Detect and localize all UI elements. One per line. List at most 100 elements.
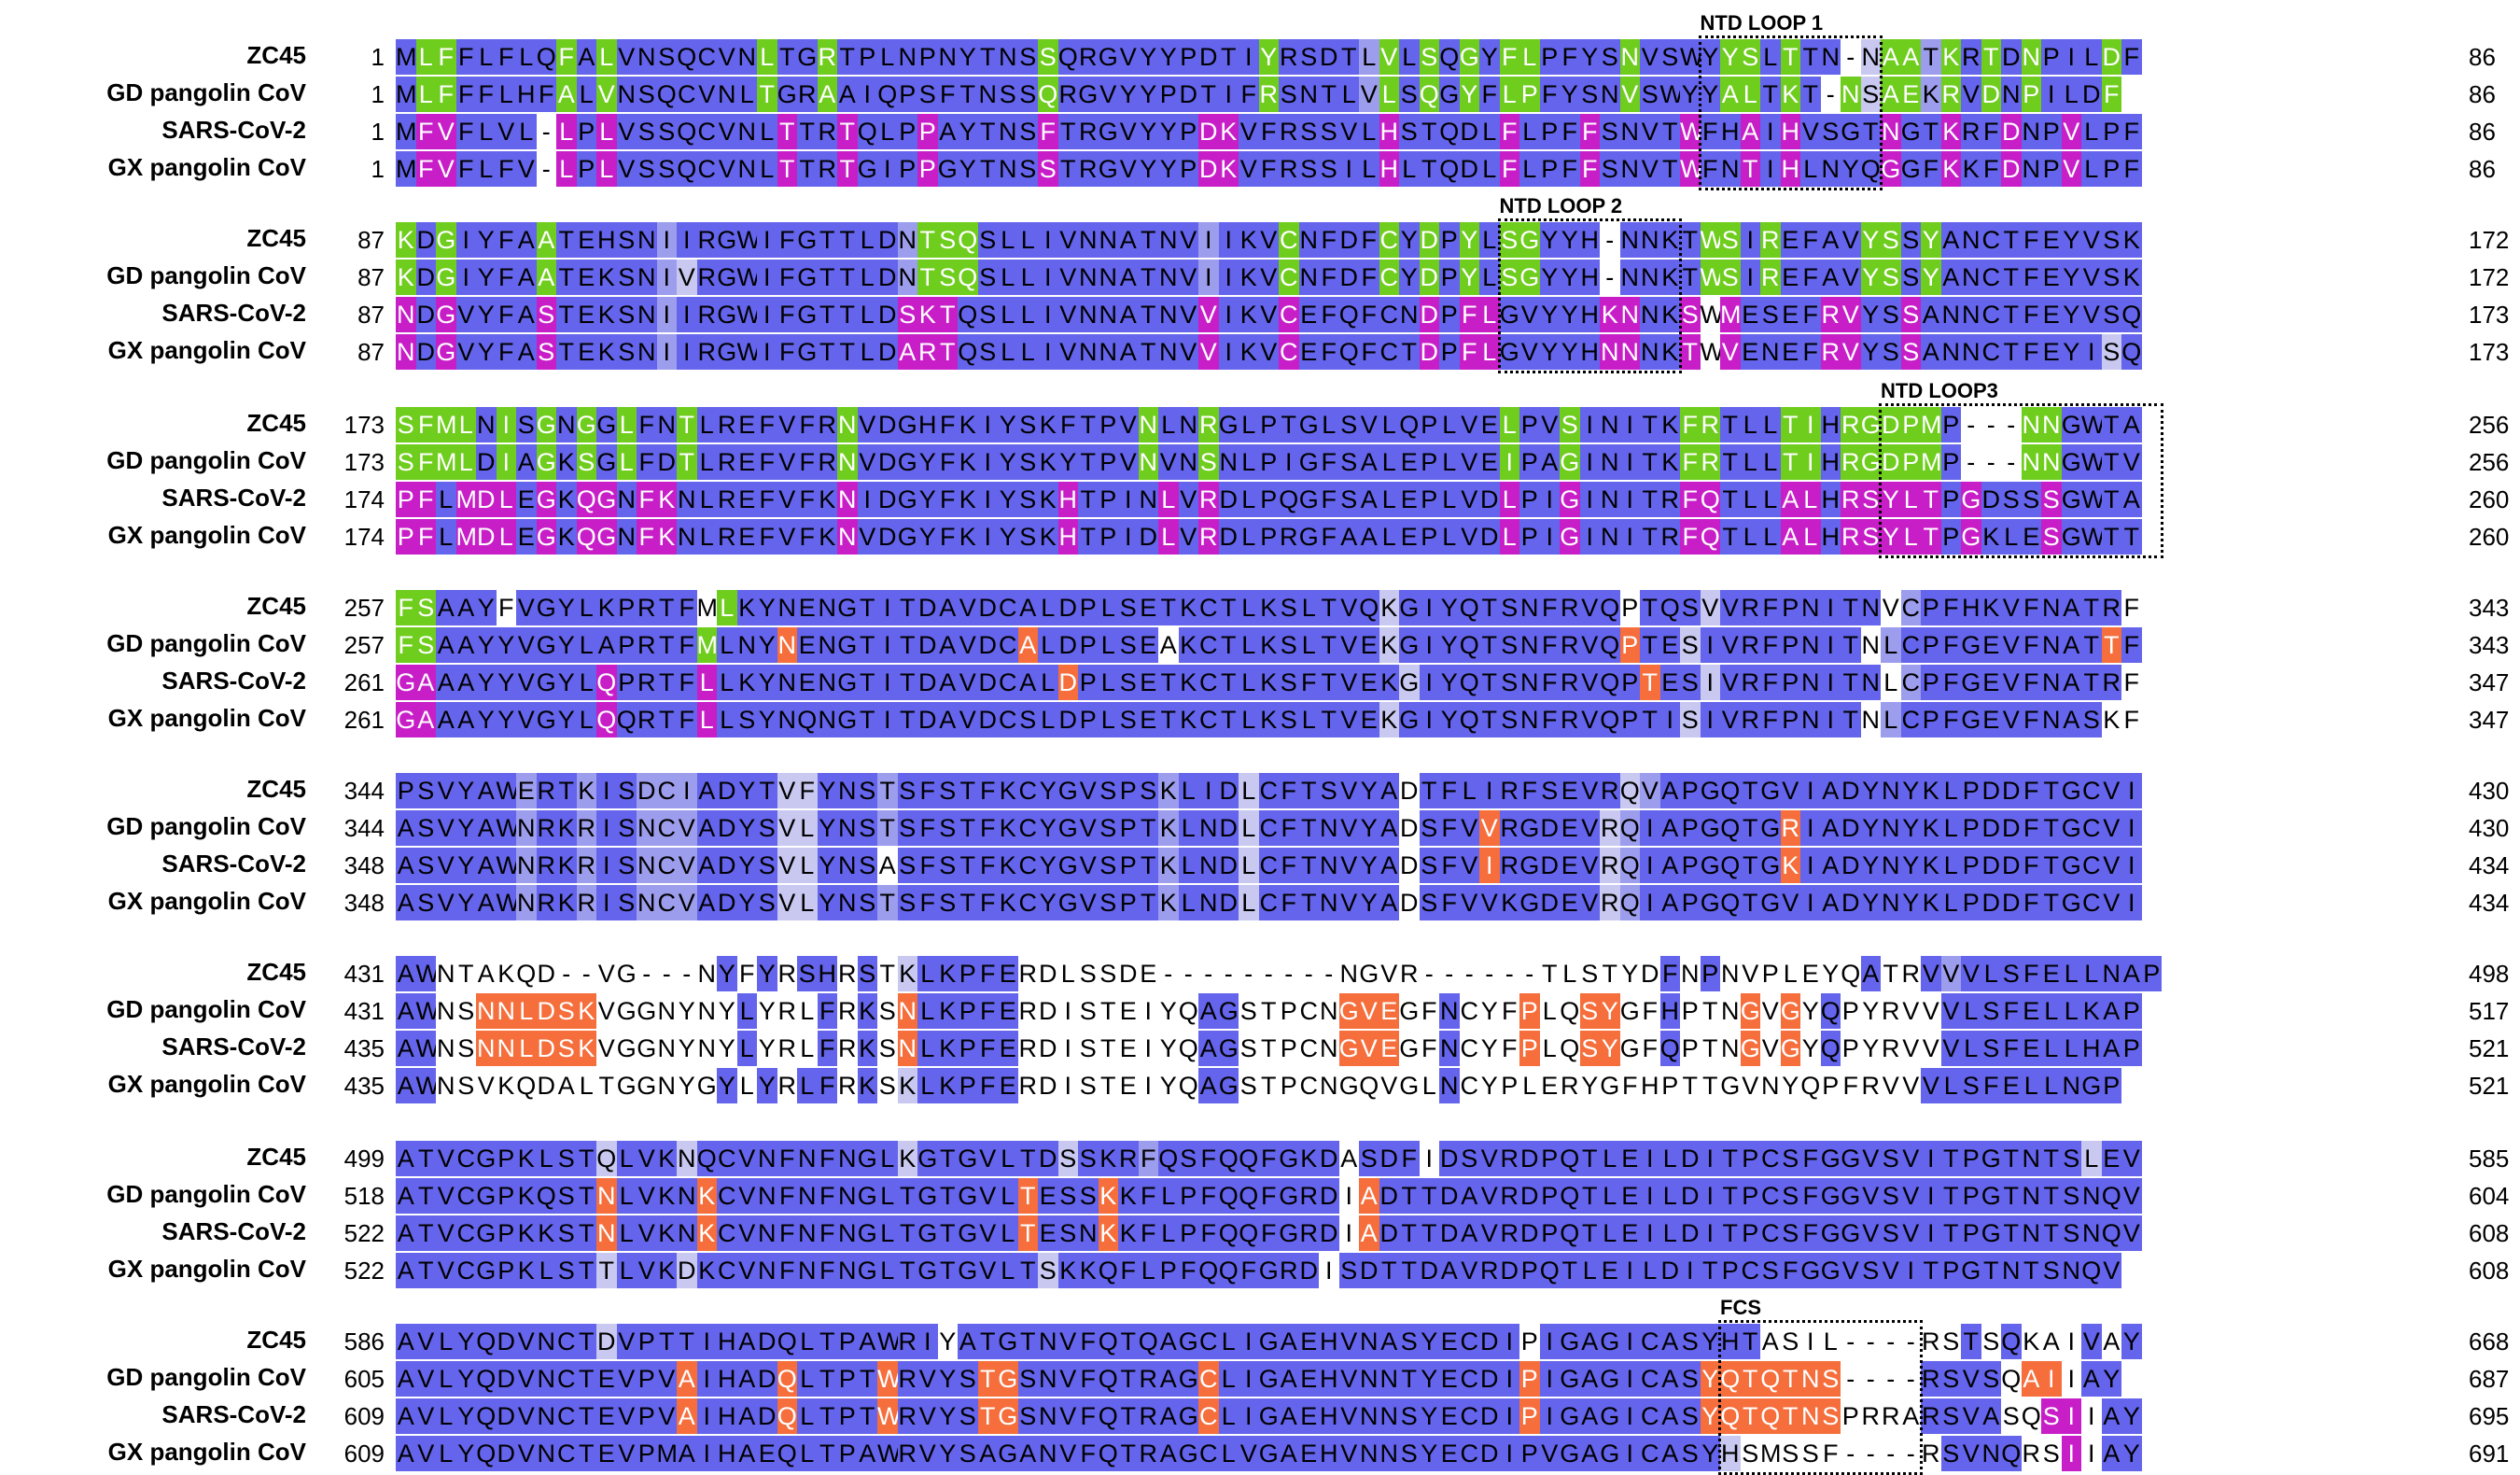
residue: S [1740, 39, 1760, 75]
residue: T [1780, 1361, 1800, 1397]
residue: A [1279, 1436, 1299, 1471]
residue: T [2101, 444, 2121, 480]
residue: I [1800, 1324, 1821, 1359]
residue: N [1640, 222, 1660, 258]
residue: L [1600, 1215, 1620, 1251]
residue: L [2081, 1141, 2102, 1176]
residue: P [958, 1068, 978, 1103]
residue: N [516, 885, 537, 920]
residue: F [817, 993, 837, 1029]
residue: Y [455, 848, 476, 883]
residue: F [1760, 627, 1781, 663]
residue: G [1258, 1324, 1279, 1359]
residue: N [817, 590, 837, 625]
residue: D [1379, 1141, 1399, 1176]
residue: L [1499, 482, 1519, 517]
residue: F [496, 590, 516, 625]
residue: V [1720, 627, 1741, 663]
residue: K [1981, 519, 2001, 555]
residue: F [2021, 665, 2041, 700]
residue: L [998, 260, 1018, 295]
residue: K [736, 665, 757, 700]
residue: V [1057, 1324, 1078, 1359]
residue: V [2121, 1215, 2142, 1251]
residue: K [516, 1141, 537, 1176]
residue: V [516, 1324, 537, 1359]
residue: K [1981, 590, 2001, 625]
residue: S [516, 407, 537, 442]
residue: Q [1539, 1253, 1560, 1288]
residue: A [1921, 297, 1941, 332]
residue: C [1379, 222, 1399, 258]
residue: F [1800, 1178, 1821, 1214]
residue: L [1499, 407, 1519, 442]
residue: G [1439, 77, 1460, 112]
residue: A [556, 1068, 577, 1103]
residue: T [797, 114, 818, 149]
residue: Y [2121, 1436, 2142, 1471]
residue: T [1640, 702, 1660, 738]
residue: A [1158, 1436, 1179, 1471]
residue: N [637, 334, 657, 370]
residue: S [1579, 77, 1600, 112]
residue: C [1198, 1324, 1219, 1359]
residue: V [1178, 482, 1198, 517]
residue: Y [1700, 1361, 1720, 1397]
residue: V [1258, 222, 1279, 258]
residue: N [2021, 1215, 2041, 1251]
residue: K [1298, 1141, 1319, 1176]
residue: I [455, 260, 476, 295]
residue: Y [1439, 665, 1460, 700]
residue: V [1961, 1398, 1981, 1434]
residue: T [757, 773, 777, 808]
residue: R [696, 297, 717, 332]
residue: D [1659, 1253, 1680, 1288]
residue: L [696, 519, 717, 555]
residue: C [1258, 810, 1279, 846]
residue: L [476, 114, 497, 149]
residue: V [677, 810, 697, 846]
residue: L [1519, 151, 1540, 187]
residue: F [1319, 222, 1339, 258]
residue: L [455, 444, 476, 480]
residue: P [1519, 482, 1540, 517]
residue: N [2021, 1178, 2041, 1214]
residue: N [2041, 627, 2062, 663]
residue: Y [2121, 1324, 2142, 1359]
residue: G [1820, 1253, 1841, 1288]
residue: K [556, 810, 577, 846]
residue: N [1961, 260, 1981, 295]
residue: T [857, 665, 877, 700]
residue: A [1279, 1361, 1299, 1397]
residue: W [496, 848, 520, 883]
residue: I [877, 627, 898, 663]
residue: E [516, 519, 537, 555]
residue: S [2101, 334, 2121, 370]
residue: H [1720, 1324, 1741, 1359]
residue: C [677, 77, 697, 112]
residue: N [1359, 1436, 1379, 1471]
residue: Q [1720, 1361, 1741, 1397]
residue: T [2041, 1141, 2062, 1176]
residue: G [1258, 1361, 1279, 1397]
residue: V [1720, 665, 1741, 700]
residue: Q [958, 260, 978, 295]
residue: L [1760, 482, 1781, 517]
residue: C [1258, 885, 1279, 920]
residue: L [2081, 956, 2102, 991]
residue: R [1760, 222, 1781, 258]
residue: P [1519, 1031, 1540, 1066]
sequence-name: GX pangolin CoV [107, 336, 306, 364]
residue: Y [496, 665, 516, 700]
residue: D [536, 993, 556, 1029]
residue: F [1258, 1141, 1279, 1176]
residue: G [917, 1178, 938, 1214]
residue: T [556, 297, 577, 332]
residue: K [1659, 222, 1680, 258]
residue: A [1198, 993, 1219, 1029]
residue: R [1560, 1068, 1580, 1103]
residue: I [1198, 773, 1219, 808]
residue: D [2001, 848, 2022, 883]
residue: K [1659, 297, 1680, 332]
